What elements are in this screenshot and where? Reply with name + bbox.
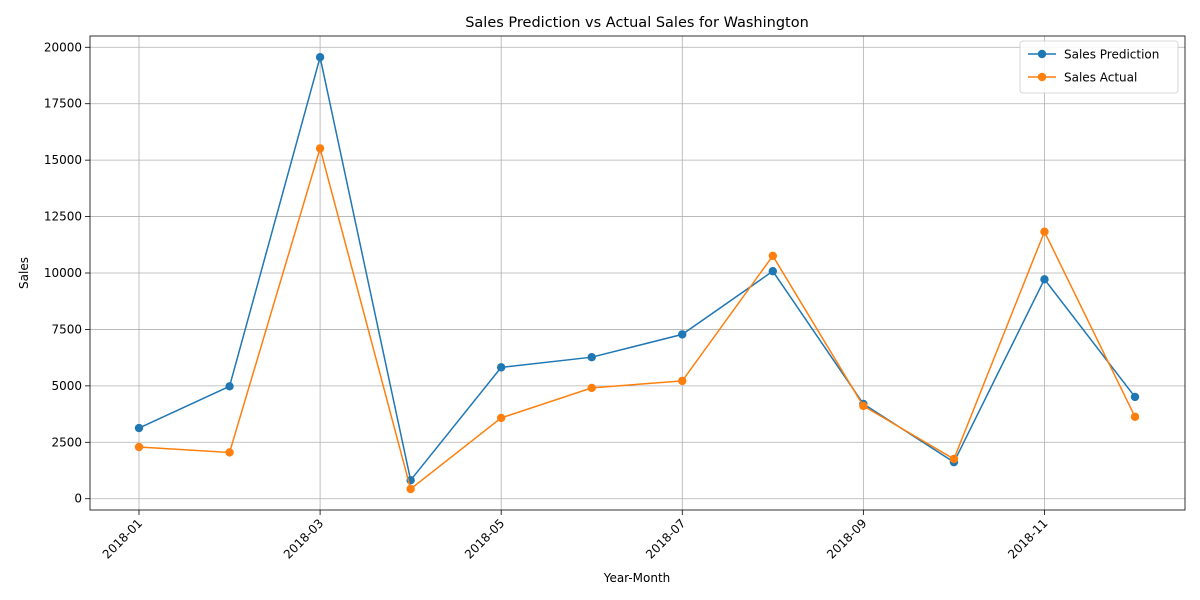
- data-point: [1040, 275, 1049, 284]
- y-tick-label: 15000: [44, 153, 82, 167]
- y-tick-label: 12500: [44, 210, 82, 224]
- data-point: [225, 382, 234, 391]
- legend-marker: [1037, 49, 1047, 59]
- data-point: [315, 144, 325, 153]
- y-axis-ticks: 0 2500 5000 7500 10000 12500 15000 17500 20000: [44, 40, 90, 506]
- data-point: [496, 413, 506, 423]
- y-tick-label: 2500: [51, 435, 82, 449]
- series-layer: [134, 53, 1140, 494]
- data-point: [315, 53, 325, 62]
- data-point: [1130, 412, 1140, 421]
- data-point: [225, 448, 234, 457]
- y-tick-label: 10000: [44, 266, 82, 280]
- legend-item: Sales Actual: [1028, 71, 1137, 85]
- y-tick-label: 20000: [44, 40, 82, 54]
- y-tick-label: 7500: [51, 322, 82, 336]
- data-point: [1040, 227, 1049, 236]
- data-point: [768, 251, 778, 261]
- chart-title: Sales Prediction vs Actual Sales for Was…: [465, 15, 809, 31]
- data-point: [859, 401, 868, 411]
- data-point: [1130, 392, 1140, 402]
- grid-lines: [90, 36, 1185, 510]
- y-tick-label: 0: [74, 492, 82, 506]
- legend: Sales Prediction Sales Actual: [1019, 40, 1179, 94]
- data-point: [134, 423, 144, 433]
- legend-box: [1019, 40, 1179, 94]
- legend-item: Sales Prediction: [1028, 48, 1159, 62]
- data-point: [949, 454, 959, 464]
- legend-label: Sales Prediction: [1064, 48, 1159, 62]
- series-2: [134, 144, 1140, 494]
- legend-label: Sales Actual: [1064, 71, 1137, 85]
- series-line: [138, 145, 1136, 491]
- data-point: [587, 383, 596, 393]
- series-1: [134, 53, 1140, 485]
- x-axis-label: Year-Month: [603, 571, 671, 585]
- legend-marker: [1037, 72, 1047, 82]
- y-tick-label: 17500: [44, 97, 82, 111]
- y-axis-label: Sales: [17, 257, 31, 289]
- series-line: [138, 57, 1136, 482]
- data-point: [587, 352, 596, 362]
- y-tick-label: 5000: [51, 379, 82, 393]
- data-point: [768, 266, 778, 276]
- data-point: [134, 442, 144, 452]
- data-point: [678, 376, 687, 386]
- data-point: [496, 363, 506, 372]
- data-point: [406, 484, 415, 494]
- data-point: [678, 330, 687, 339]
